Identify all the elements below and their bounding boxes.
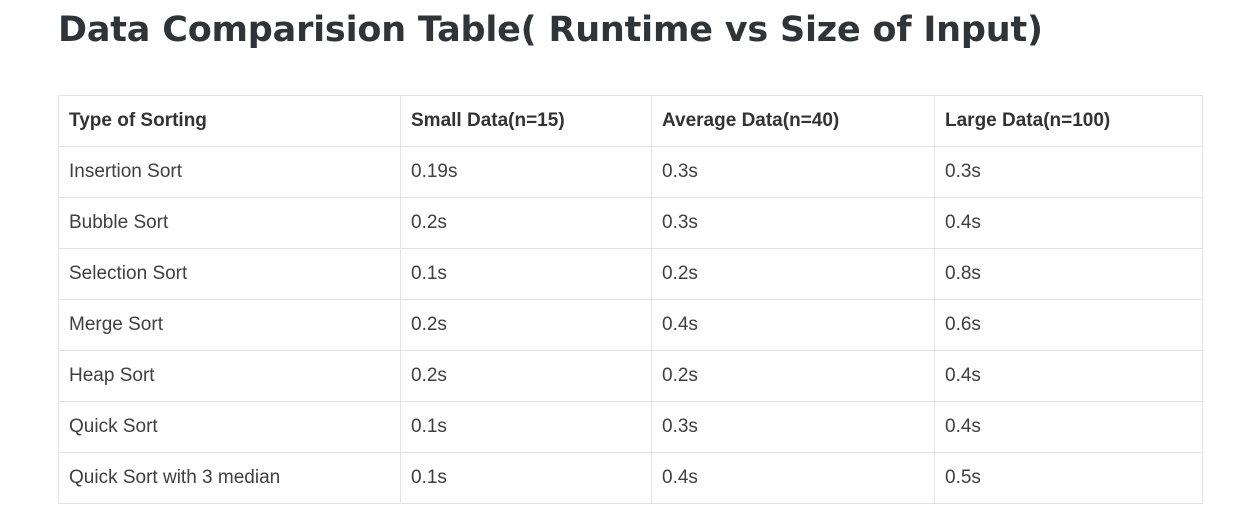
large-data-cell: 0.6s [934, 299, 1203, 351]
sort-name-cell: Insertion Sort [58, 146, 401, 198]
header-average-data: Average Data(n=40) [651, 95, 935, 147]
large-data-cell: 0.8s [934, 248, 1203, 300]
large-data-cell: 0.4s [934, 350, 1203, 402]
table-header-row: Type of Sorting Small Data(n=15) Average… [58, 95, 1203, 147]
large-data-cell: 0.4s [934, 197, 1203, 249]
small-data-cell: 0.19s [400, 146, 652, 198]
runtime-comparison-table: Type of Sorting Small Data(n=15) Average… [58, 95, 1203, 504]
average-data-cell: 0.3s [651, 197, 935, 249]
small-data-cell: 0.1s [400, 452, 652, 504]
table-row: Selection Sort 0.1s 0.2s 0.8s [58, 248, 1203, 300]
large-data-cell: 0.5s [934, 452, 1203, 504]
small-data-cell: 0.2s [400, 350, 652, 402]
small-data-cell: 0.1s [400, 401, 652, 453]
small-data-cell: 0.1s [400, 248, 652, 300]
table-row: Bubble Sort 0.2s 0.3s 0.4s [58, 197, 1203, 249]
table-row: Quick Sort with 3 median 0.1s 0.4s 0.5s [58, 452, 1203, 504]
header-large-data: Large Data(n=100) [934, 95, 1203, 147]
header-small-data: Small Data(n=15) [400, 95, 652, 147]
average-data-cell: 0.4s [651, 452, 935, 504]
sort-name-cell: Merge Sort [58, 299, 401, 351]
average-data-cell: 0.3s [651, 146, 935, 198]
table-row: Quick Sort 0.1s 0.3s 0.4s [58, 401, 1203, 453]
header-type-of-sorting: Type of Sorting [58, 95, 401, 147]
average-data-cell: 0.2s [651, 350, 935, 402]
large-data-cell: 0.3s [934, 146, 1203, 198]
sort-name-cell: Bubble Sort [58, 197, 401, 249]
average-data-cell: 0.3s [651, 401, 935, 453]
sort-name-cell: Selection Sort [58, 248, 401, 300]
page-title: Data Comparision Table( Runtime vs Size … [58, 10, 1043, 50]
table-row: Insertion Sort 0.19s 0.3s 0.3s [58, 146, 1203, 198]
table-row: Heap Sort 0.2s 0.2s 0.4s [58, 350, 1203, 402]
sort-name-cell: Heap Sort [58, 350, 401, 402]
average-data-cell: 0.2s [651, 248, 935, 300]
sort-name-cell: Quick Sort with 3 median [58, 452, 401, 504]
large-data-cell: 0.4s [934, 401, 1203, 453]
small-data-cell: 0.2s [400, 197, 652, 249]
average-data-cell: 0.4s [651, 299, 935, 351]
table-row: Merge Sort 0.2s 0.4s 0.6s [58, 299, 1203, 351]
small-data-cell: 0.2s [400, 299, 652, 351]
sort-name-cell: Quick Sort [58, 401, 401, 453]
